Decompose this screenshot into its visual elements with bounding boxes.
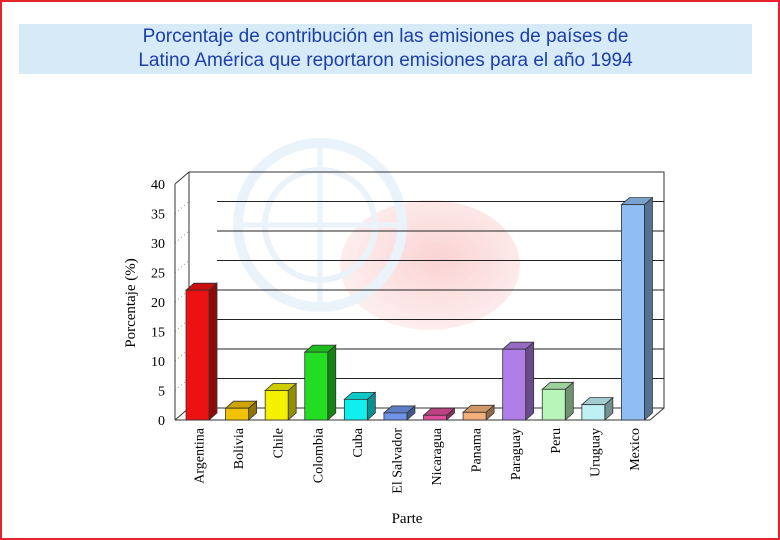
y-tick-labels: 0 5 10 15 20 25 30 35 40 xyxy=(151,178,165,429)
x-tick-label: Cuba xyxy=(351,427,366,457)
bar-peru xyxy=(541,381,575,421)
x-tick-label: Panama xyxy=(470,427,485,472)
gridline-side xyxy=(174,260,190,273)
x-axis-label: Parte xyxy=(392,511,423,527)
bar-colombia xyxy=(303,344,337,421)
bars xyxy=(184,196,654,421)
bar-el-salvador xyxy=(382,405,416,421)
x-tick-label: Nicaragua xyxy=(430,427,445,485)
y-tick-label: 20 xyxy=(151,296,165,311)
bar-paraguay xyxy=(501,341,535,421)
bar-argentina xyxy=(184,282,219,421)
watermark-emblem xyxy=(233,138,520,330)
bar-mexico xyxy=(620,196,654,421)
y-axis-label: Porcentaje (%) xyxy=(123,258,139,348)
bar-uruguay xyxy=(580,396,614,421)
y-tick-label: 5 xyxy=(158,385,165,400)
title-banner: Porcentaje de contribución en las emisio… xyxy=(19,24,752,74)
y-tick-label: 0 xyxy=(158,414,165,429)
bar-nicaragua xyxy=(422,407,456,421)
axes xyxy=(174,171,665,421)
gridline-side xyxy=(174,230,190,244)
side-top-edge xyxy=(174,171,190,185)
y-tick-label: 40 xyxy=(151,178,165,193)
x-tick-label: Bolivia xyxy=(232,427,247,469)
y-tick-label: 35 xyxy=(151,208,165,223)
bar-chile xyxy=(264,382,298,421)
x-tick-label: Mexico xyxy=(628,428,643,471)
bar-panama xyxy=(462,404,496,421)
bar-cuba xyxy=(343,391,377,421)
x-tick-label: Peru xyxy=(549,428,564,454)
y-tick-label: 15 xyxy=(151,326,165,341)
y-tick-label: 10 xyxy=(151,355,165,370)
x-tick-label: El Salvador xyxy=(390,428,405,494)
y-tick-label: 30 xyxy=(151,237,165,252)
x-tick-label: Colombia xyxy=(311,427,326,483)
x-tick-label: Argentina xyxy=(193,427,208,484)
bar-bolivia xyxy=(224,400,258,421)
x-tick-label: Chile xyxy=(272,428,287,458)
floor-right-edge xyxy=(649,407,665,421)
page-title: Porcentaje de contribución en las emisio… xyxy=(138,26,633,71)
x-tick-label: Paraguay xyxy=(509,428,524,480)
x-tick-labels: Argentina Bolivia Chile Colombia Cuba El Salv… xyxy=(193,427,643,493)
gridlines xyxy=(174,201,664,391)
y-tick-label: 25 xyxy=(151,267,165,282)
gridline-side xyxy=(174,201,190,214)
x-tick-label: Uruguay xyxy=(588,428,603,477)
